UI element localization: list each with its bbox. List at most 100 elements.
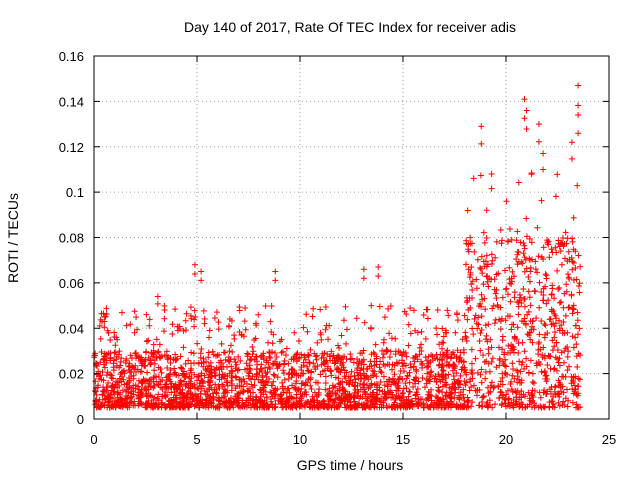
data-point bbox=[564, 403, 571, 410]
data-point bbox=[499, 294, 506, 301]
data-point bbox=[575, 130, 582, 137]
data-point bbox=[208, 363, 215, 370]
data-point bbox=[457, 372, 464, 379]
data-point bbox=[502, 356, 509, 363]
data-point bbox=[270, 371, 277, 378]
data-point bbox=[101, 324, 108, 331]
axis-ticks: 0 0.02 0.04 0.06 0.08 0.1 0.12 0.14 0.16 0 5 10 15 20… bbox=[59, 49, 617, 447]
data-point bbox=[259, 374, 266, 381]
data-point bbox=[508, 326, 515, 333]
data-point bbox=[517, 239, 524, 246]
data-point bbox=[293, 404, 300, 411]
data-point bbox=[360, 266, 367, 273]
data-point bbox=[550, 393, 557, 400]
data-point bbox=[101, 350, 108, 357]
data-point bbox=[483, 263, 490, 270]
data-point bbox=[489, 355, 496, 362]
data-point bbox=[317, 306, 324, 313]
data-point bbox=[233, 361, 240, 368]
data-point bbox=[177, 377, 184, 384]
data-point bbox=[405, 342, 412, 349]
data-point bbox=[451, 380, 458, 387]
data-point bbox=[466, 274, 473, 281]
data-point bbox=[464, 297, 471, 304]
data-point bbox=[249, 344, 256, 351]
data-point bbox=[462, 333, 469, 340]
data-point bbox=[480, 281, 487, 288]
data-point bbox=[277, 338, 284, 345]
y-tick-label: 0.02 bbox=[59, 367, 84, 382]
data-point bbox=[179, 370, 186, 377]
data-point bbox=[207, 393, 214, 400]
data-point bbox=[283, 399, 290, 406]
data-point bbox=[363, 382, 370, 389]
data-point bbox=[223, 379, 230, 386]
data-point bbox=[142, 400, 149, 407]
data-point bbox=[472, 355, 479, 362]
data-point bbox=[573, 341, 580, 348]
data-point bbox=[197, 350, 204, 357]
data-point bbox=[540, 292, 547, 299]
data-point bbox=[440, 339, 447, 346]
data-point bbox=[270, 378, 277, 385]
data-point bbox=[443, 381, 450, 388]
data-point bbox=[424, 315, 431, 322]
data-point bbox=[535, 346, 542, 353]
data-point bbox=[307, 374, 314, 381]
data-point bbox=[182, 360, 189, 367]
data-point bbox=[479, 403, 486, 410]
data-point bbox=[536, 304, 543, 311]
data-point bbox=[450, 373, 457, 380]
data-point bbox=[179, 404, 186, 411]
data-point bbox=[407, 305, 414, 312]
data-point bbox=[132, 349, 139, 356]
data-point bbox=[457, 381, 464, 388]
data-point bbox=[548, 246, 555, 253]
data-point bbox=[148, 393, 155, 400]
data-point bbox=[438, 398, 445, 405]
data-point bbox=[300, 324, 307, 331]
data-point bbox=[556, 393, 563, 400]
data-point bbox=[308, 385, 315, 392]
data-point bbox=[351, 383, 358, 390]
data-point bbox=[550, 307, 557, 314]
data-point bbox=[400, 394, 407, 401]
data-point bbox=[425, 362, 432, 369]
data-point bbox=[467, 376, 474, 383]
data-point bbox=[352, 376, 359, 383]
data-point bbox=[519, 260, 526, 267]
data-point bbox=[287, 393, 294, 400]
data-point bbox=[561, 330, 568, 337]
data-point bbox=[488, 359, 495, 366]
data-point bbox=[425, 353, 432, 360]
data-point bbox=[237, 357, 244, 364]
data-point bbox=[491, 286, 498, 293]
data-point bbox=[444, 307, 451, 314]
data-point bbox=[127, 352, 134, 359]
data-point bbox=[236, 382, 243, 389]
data-point bbox=[556, 402, 563, 409]
data-point bbox=[315, 391, 322, 398]
data-point bbox=[556, 355, 563, 362]
data-point bbox=[442, 392, 449, 399]
data-point bbox=[265, 339, 272, 346]
data-point bbox=[549, 337, 556, 344]
data-point bbox=[332, 390, 339, 397]
data-point bbox=[400, 385, 407, 392]
data-point bbox=[305, 398, 312, 405]
data-point bbox=[379, 347, 386, 354]
data-point bbox=[439, 345, 446, 352]
data-point bbox=[190, 350, 197, 357]
data-point bbox=[451, 365, 458, 372]
data-point bbox=[477, 264, 484, 271]
data-point bbox=[345, 396, 352, 403]
data-point bbox=[236, 303, 243, 310]
data-point bbox=[329, 382, 336, 389]
data-point bbox=[503, 363, 510, 370]
data-point bbox=[391, 371, 398, 378]
data-point bbox=[430, 401, 437, 408]
data-point bbox=[380, 339, 387, 346]
data-point bbox=[412, 392, 419, 399]
data-point bbox=[527, 268, 534, 275]
data-point bbox=[565, 274, 572, 281]
